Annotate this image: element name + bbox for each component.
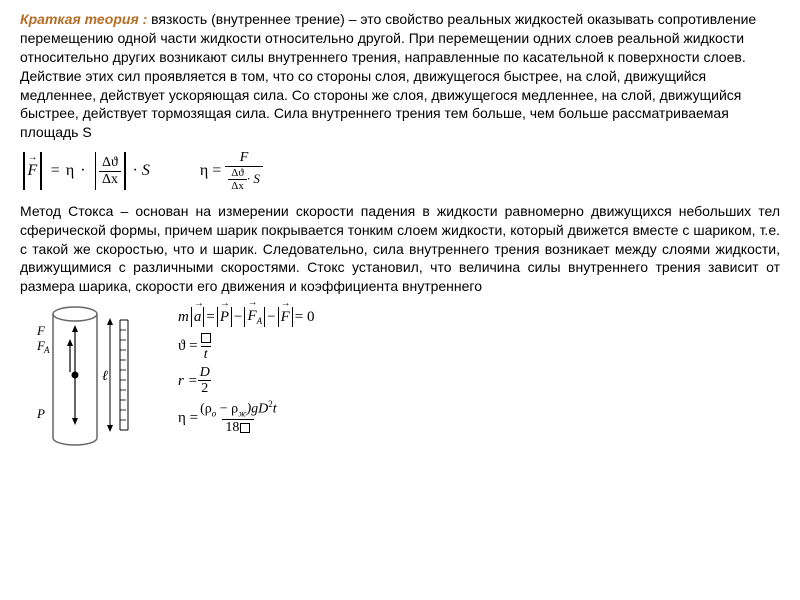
r-num: D [198,365,212,380]
eq-line-2: ϑ = t [178,330,314,362]
minus-1: − [234,308,242,326]
den-complex: Δϑ Δx · S [225,166,263,192]
abs-dtheta-dx: Δϑ Δx [92,152,129,190]
abs-a: a [189,307,207,327]
eta-den-18: 18 [225,420,239,435]
sub-A: A [257,316,263,326]
frac-eta: (ρо − ρж)gD2t 18 [198,400,279,436]
dot-2: · [133,162,138,180]
m: m [178,308,189,326]
vec-a: a [194,308,202,326]
frac-theta: t [198,330,214,362]
theta-eq: ϑ = [178,337,198,355]
svg-text:A: A [43,345,50,355]
r-eq: r = [178,372,198,390]
svg-text:ℓ: ℓ [102,369,108,384]
heading: Краткая теория : [20,11,147,27]
vec-F2: F [281,308,290,326]
abs-FA: FA [242,307,267,327]
eq-line-4: η = (ρо − ρж)gD2t 18 [178,400,314,436]
frac-dtheta-dx: Δϑ Δx [99,155,121,187]
theta-num [198,330,214,345]
eta-num-a: (ρ [200,401,212,416]
eta-num: (ρо − ρж)gD2t [198,400,279,419]
eq-1: = [206,308,214,326]
eq-sign-1: = [51,162,60,180]
den-dx: Δx [99,171,121,187]
abs-F: F [20,152,45,190]
box-icon [201,333,211,343]
S-1: S [142,162,150,180]
frac-eta-def: F Δϑ Δx · S [225,150,263,192]
num-dtheta: Δϑ [100,155,120,170]
eta-den: 18 [222,419,254,435]
vec-FA: F [247,307,256,325]
abs-P: P [215,307,234,327]
diagram: F⃗ F⃗ A P⃗ ℓ [20,300,160,455]
eta-num-b: )gD [246,401,268,416]
abs-F2: F [276,307,295,327]
stokes-paragraph: Метод Стокса – основан на измерении скор… [20,202,780,296]
intro-paragraph: Краткая теория : вязкость (внутреннее тр… [20,10,780,142]
minus-2: − [267,308,275,326]
eta-eq2: η = [178,409,198,427]
formula-block: F = η · Δϑ Δx · S η = F Δϑ Δx · S [20,150,780,192]
eta-1: η [66,162,74,180]
svg-text:F⃗: F⃗ [36,323,55,338]
den-S: · S [247,172,260,186]
dot-1: · [80,162,85,180]
eq-line-3: r = D 2 [178,365,314,397]
vec-F: F [28,162,38,180]
theta-den: t [201,346,211,362]
eq-line-1: m a = P − FA − F = 0 [178,307,314,327]
box-icon-2 [240,423,250,433]
inner-num: Δϑ [229,167,246,179]
inner-den: Δx [228,179,247,192]
vec-P: P [220,308,229,326]
eta-eq: η = [200,162,221,180]
r-den: 2 [198,380,211,396]
eta-num-mid: − ρ [216,401,238,416]
svg-text:P⃗: P⃗ [36,406,55,421]
frac-inner: Δϑ Δx [228,167,247,192]
num-F: F [238,150,251,165]
intro-text: вязкость (внутреннее трение) – это свойс… [20,11,756,140]
eta-num-c: t [273,401,277,416]
equations-block: m a = P − FA − F = 0 ϑ = t r = [178,300,314,438]
eq-zero: = 0 [295,308,315,326]
frac-r: D 2 [198,365,212,397]
